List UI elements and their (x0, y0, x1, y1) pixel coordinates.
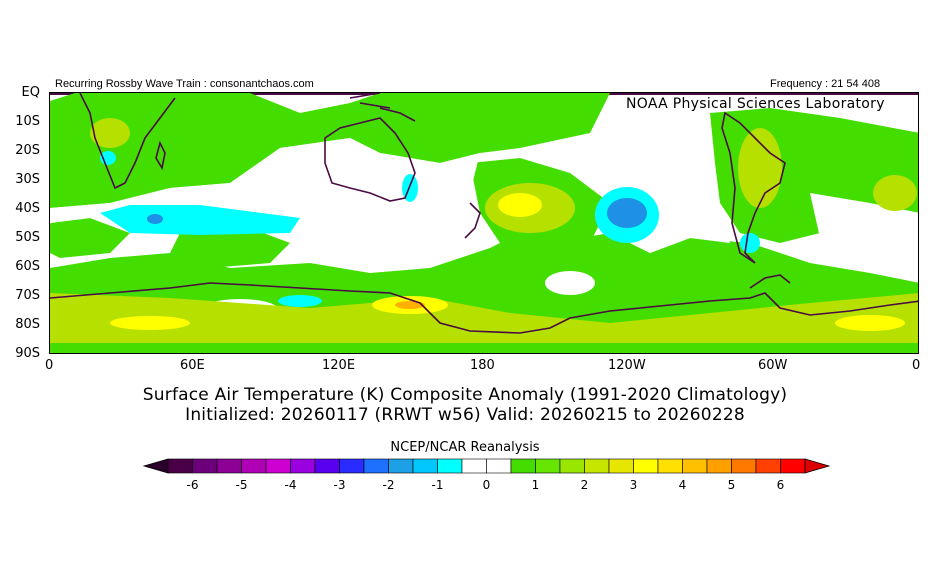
colorbar-tick-label: 2 (580, 478, 589, 492)
colorbar-tick-label: -1 (431, 478, 444, 492)
lat-label-90s: 90S (15, 346, 40, 361)
lat-label-20s: 20S (15, 143, 40, 158)
lat-label-70s: 70S (15, 288, 40, 303)
lat-label-60s: 60S (15, 259, 40, 274)
colorbar-cell (755, 458, 781, 474)
colorbar-cell (780, 458, 806, 474)
colorbar-cell (682, 458, 708, 474)
source-note: Recurring Rossby Wave Train : consonantc… (55, 78, 314, 90)
colorbar-tick-label: -2 (382, 478, 395, 492)
colorbar-cell (363, 458, 389, 474)
lab-name: NOAA Physical Sciences Laboratory (626, 96, 885, 112)
colorbar-cell (216, 458, 242, 474)
colorbar-cell (192, 458, 218, 474)
colorbar-cell (241, 458, 267, 474)
colorbar-tick-label: -6 (186, 478, 199, 492)
colorbar-cell (265, 458, 291, 474)
anomaly-map-svg (50, 93, 918, 353)
lon-label-0-right: 0 (912, 358, 921, 373)
colorbar-tick-label: -4 (284, 478, 297, 492)
lat-label-80s: 80S (15, 317, 40, 332)
colorbar-tick-label: 1 (531, 478, 540, 492)
colorbar-cell (461, 458, 487, 474)
colorbar-tick-label: 0 (482, 478, 491, 492)
lon-label-120e: 120E (322, 358, 356, 373)
colorbar-cell (584, 458, 610, 474)
colorbar-tick-label: 6 (776, 478, 785, 492)
colorbar-cell (412, 458, 438, 474)
orange-zone (395, 301, 425, 309)
colorbar-cell (535, 458, 561, 474)
lon-label-60w: 60W (758, 358, 788, 373)
colorbar-tick-label: -5 (235, 478, 248, 492)
lat-label-30s: 30S (15, 172, 40, 187)
colorbar-end-low (142, 458, 169, 474)
colorbar-cell (339, 458, 365, 474)
lon-label-60e: 60E (180, 358, 205, 373)
lat-label-50s: 50S (15, 230, 40, 245)
chart-title: Surface Air Temperature (K) Composite An… (142, 385, 788, 405)
colorbar-cell (167, 458, 193, 474)
colorbar-tick-label: 4 (678, 478, 687, 492)
colorbar-cell (633, 458, 659, 474)
colorbar-cell (706, 458, 732, 474)
colorbar-cell (731, 458, 757, 474)
colorbar (142, 458, 830, 474)
lon-label-0: 0 (45, 358, 54, 373)
colorbar-cell (608, 458, 634, 474)
colorbar-cell (486, 458, 512, 474)
coastlines (50, 93, 918, 334)
colorbar-cell (437, 458, 463, 474)
colorbar-tick-label: -3 (333, 478, 346, 492)
anomaly-map (49, 92, 919, 354)
colorbar-cell (510, 458, 536, 474)
colorbar-end-high (804, 458, 830, 474)
colorbar-tick-label: 3 (629, 478, 638, 492)
colorbar-cell (657, 458, 683, 474)
yellow-green-zones (50, 118, 918, 343)
colorbar-tick-label: 5 (727, 478, 736, 492)
blue-cool-zones (147, 198, 647, 228)
colorbar-cell (290, 458, 316, 474)
lat-label-40s: 40S (15, 201, 40, 216)
lon-label-120w: 120W (608, 358, 646, 373)
colorbar-cell (388, 458, 414, 474)
lon-label-180: 180 (470, 358, 495, 373)
colorbar-cell (314, 458, 340, 474)
chart-subtitle: Initialized: 20260117 (RRWT w56) Valid: … (185, 405, 745, 425)
frequency-note: Frequency : 21 54 408 (770, 78, 881, 90)
lat-label-eq: EQ (21, 85, 40, 100)
colorbar-label: NCEP/NCAR Reanalysis (390, 440, 540, 455)
colorbar-cell (559, 458, 585, 474)
lat-label-10s: 10S (15, 114, 40, 129)
